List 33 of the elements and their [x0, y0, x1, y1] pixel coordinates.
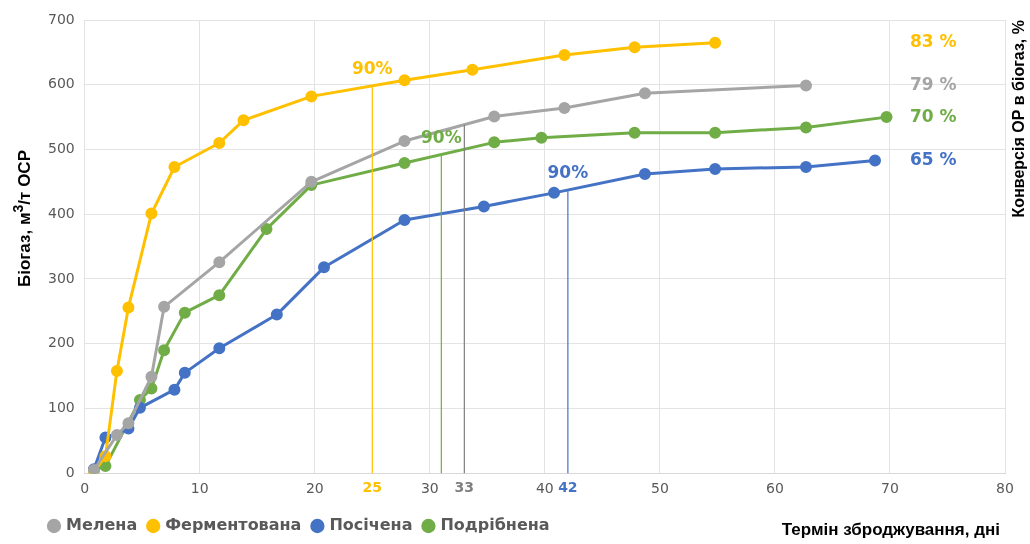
y-tick-label: 100 — [47, 399, 75, 416]
y-tick-label: 600 — [47, 75, 75, 92]
x-tick-label: 70 — [881, 480, 899, 497]
y2-axis-title: Конверсія ОР в біогаз, % — [1010, 20, 1028, 218]
y-tick-label: 700 — [47, 10, 75, 27]
legend-label: Подрібнена — [440, 515, 550, 535]
ref-line-label: 25 — [362, 478, 383, 495]
x-tick-label: 60 — [766, 480, 784, 497]
x-axis-title: Термін зброджування, дні — [781, 520, 1000, 540]
y-tick-label: 300 — [47, 269, 75, 286]
legend-label: Посічена — [329, 515, 413, 535]
x-tick-label: 20 — [305, 480, 324, 497]
annotation: 90% — [351, 57, 393, 78]
x-tick-label: 80 — [996, 480, 1014, 497]
ref-line-label: 42 — [558, 478, 578, 495]
legend-label: Мелена — [66, 515, 138, 535]
annotation: 83 % — [910, 31, 957, 52]
x-tick-label: 30 — [420, 480, 439, 497]
y-tick-label: 400 — [47, 204, 75, 221]
annotation: 90% — [547, 161, 589, 182]
annotation: 70 % — [910, 105, 957, 126]
x-tick-label: 0 — [80, 480, 90, 497]
annotation: 65 % — [910, 148, 957, 169]
annotation: 79 % — [910, 73, 957, 94]
y-tick-label: 0 — [65, 463, 75, 480]
x-tick-label: 10 — [190, 480, 209, 497]
x-tick-label: 50 — [650, 480, 669, 497]
ref-line-label: 33 — [454, 478, 475, 495]
legend-label: Ферментована — [165, 515, 302, 535]
y-tick-label: 200 — [47, 334, 75, 351]
annotation: 90% — [420, 126, 462, 147]
y-tick-label: 500 — [47, 140, 75, 157]
x-tick-label: 40 — [535, 480, 554, 497]
